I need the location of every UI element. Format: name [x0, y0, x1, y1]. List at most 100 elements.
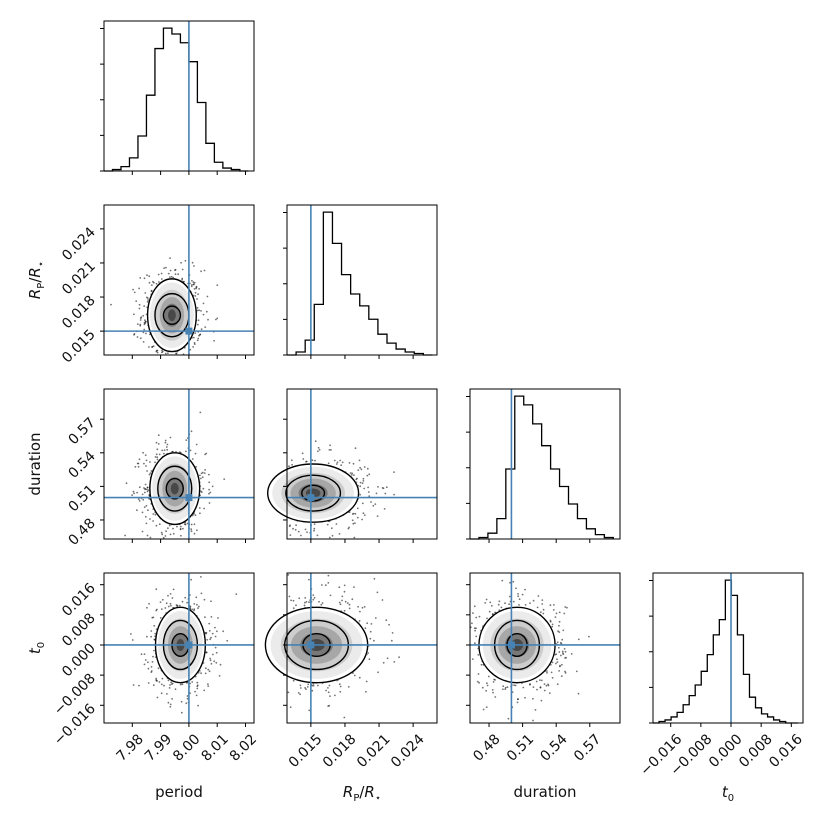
joint-period-rp_rs-point [146, 274, 148, 277]
joint-rp_rs-duration-point [317, 446, 320, 449]
joint-period-t0-point [196, 687, 199, 690]
joint-period-t0-point [180, 711, 183, 714]
joint-period-duration-point [198, 507, 201, 509]
joint-rp_rs-duration-point [316, 534, 319, 537]
joint-duration-t0-point [549, 619, 552, 622]
joint-period-rp_rs-point [194, 291, 197, 294]
joint-duration-t0-point [500, 606, 503, 609]
joint-period-duration-point [163, 449, 166, 451]
joint-period-rp_rs-point [174, 273, 177, 276]
joint-period-t0-point [181, 683, 184, 686]
joint-period-duration-point [136, 509, 138, 512]
joint-period-rp_rs-point [143, 321, 146, 324]
joint-period-rp_rs-point [181, 278, 184, 281]
joint-rp_rs-t0-point [343, 716, 346, 719]
truth-marker-rp_rs-duration [307, 494, 315, 502]
joint-period-duration-point [158, 523, 161, 526]
joint-duration-t0-point [545, 684, 548, 687]
joint-period-duration-point [146, 470, 149, 472]
joint-duration-t0-point [552, 609, 555, 611]
joint-period-duration-point [172, 527, 174, 530]
joint-rp_rs-t0-point [341, 595, 344, 598]
panel-frame-r0-c0 [103, 20, 255, 172]
xtick-label-duration: 0.54 [537, 731, 570, 764]
joint-period-rp_rs-point [197, 293, 200, 296]
joint-duration-t0-point [557, 646, 560, 649]
joint-period-duration-point [172, 532, 175, 535]
joint-duration-t0-point [547, 683, 549, 686]
joint-rp_rs-duration-point [304, 528, 307, 531]
joint-period-duration-point [204, 469, 207, 471]
joint-rp_rs-duration-point [351, 472, 354, 475]
joint-duration-t0-point [551, 677, 554, 679]
joint-duration-t0-point [482, 708, 485, 711]
joint-rp_rs-t0-point [303, 604, 306, 607]
joint-rp_rs-t0-point [320, 603, 323, 606]
joint-rp_rs-t0-point [353, 674, 356, 677]
joint-rp_rs-t0-point [306, 686, 309, 688]
joint-period-rp_rs-point [197, 337, 200, 340]
joint-rp_rs-duration-point [356, 516, 359, 519]
joint-period-rp_rs-point [191, 279, 193, 282]
joint-duration-t0-point [550, 671, 553, 674]
joint-period-rp_rs-point [202, 302, 205, 305]
joint-period-rp_rs-point [195, 287, 198, 290]
joint-period-t0-point [161, 598, 164, 601]
joint-period-t0-point [191, 681, 194, 683]
joint-rp_rs-duration-point [361, 518, 363, 521]
joint-period-t0-point [165, 602, 168, 605]
joint-duration-t0-point [475, 627, 477, 630]
joint-period-rp_rs-point [143, 305, 146, 307]
joint-rp_rs-t0-point [390, 639, 393, 642]
joint-period-duration-point [149, 461, 151, 463]
joint-period-rp_rs-point [205, 310, 208, 313]
joint-duration-t0-point [485, 598, 488, 601]
joint-rp_rs-t0-point [382, 661, 385, 664]
joint-period-t0-point [159, 617, 162, 619]
joint-rp_rs-duration-point [305, 460, 307, 463]
joint-period-duration-point [200, 477, 202, 480]
joint-rp_rs-t0-point [311, 684, 314, 687]
joint-period-duration-point [185, 450, 187, 453]
joint-duration-t0-point [524, 696, 526, 699]
joint-period-rp_rs-point [207, 318, 209, 321]
joint-rp_rs-t0-point [299, 693, 301, 696]
joint-duration-t0-point [515, 587, 517, 590]
joint-duration-t0-point [575, 670, 578, 673]
joint-period-rp_rs-point [150, 284, 153, 286]
joint-duration-t0-point [491, 689, 494, 691]
joint-duration-t0-point [542, 608, 545, 611]
joint-rp_rs-duration-point [349, 472, 352, 474]
joint-duration-t0-point [485, 706, 488, 708]
joint-period-duration-point [149, 472, 152, 474]
joint-rp_rs-duration-point [352, 462, 355, 465]
joint-rp_rs-duration-point [318, 448, 321, 451]
joint-period-t0-point [153, 624, 156, 627]
joint-duration-t0-point [494, 696, 497, 698]
joint-period-duration-point [125, 482, 128, 485]
joint-duration-t0-point [486, 684, 489, 687]
joint-period-duration-point [144, 483, 147, 486]
joint-period-t0-point [153, 638, 156, 641]
joint-period-t0-point [209, 657, 212, 660]
joint-duration-t0-point [562, 652, 564, 654]
joint-period-duration-point [208, 481, 211, 484]
joint-duration-t0-point [577, 638, 580, 641]
joint-period-duration-point [147, 509, 149, 512]
joint-period-duration-point [144, 454, 147, 456]
joint-period-duration-point [182, 527, 184, 530]
joint-rp_rs-duration-point [368, 495, 371, 497]
joint-period-rp_rs-point [138, 307, 141, 310]
joint-period-t0-point [203, 689, 206, 692]
joint-duration-t0-point [558, 651, 561, 653]
joint-period-duration-point [176, 525, 178, 528]
joint-period-duration-point [146, 486, 149, 489]
joint-period-t0-point [160, 683, 163, 686]
joint-rp_rs-t0-point [287, 691, 290, 694]
joint-duration-t0-point [553, 604, 555, 606]
joint-period-t0-point [143, 663, 146, 666]
joint-period-t0-point [211, 632, 214, 635]
joint-period-rp_rs-point [196, 339, 199, 342]
joint-rp_rs-duration-point [330, 449, 332, 451]
ytick-label-t0: 0.000 [59, 640, 99, 680]
